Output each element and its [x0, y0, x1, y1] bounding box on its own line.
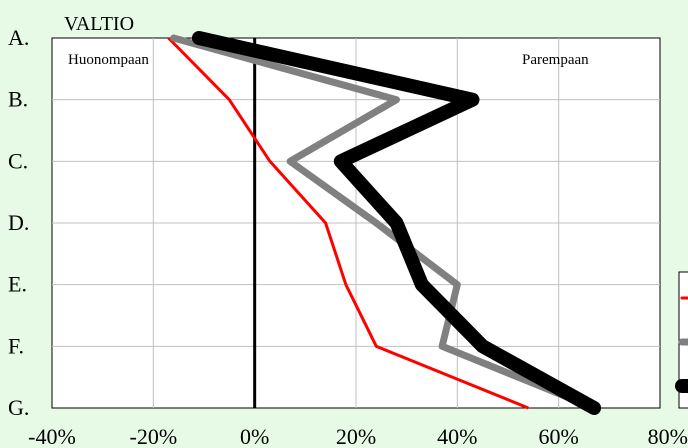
annotation-right: Parempaan [522, 52, 589, 68]
category-label: F. [8, 333, 24, 358]
x-tick-label: 80% [648, 424, 688, 448]
category-label: B. [8, 87, 28, 112]
x-tick-label: 0% [240, 424, 269, 448]
series-layer [167, 31, 602, 415]
category-label: E. [8, 272, 27, 297]
category-label: D. [8, 210, 29, 235]
category-labels: A. B. C. D. E. F. G. [8, 25, 29, 420]
legend [675, 271, 688, 409]
x-tick-label: -40% [28, 424, 76, 448]
x-tick-label: 20% [336, 424, 376, 448]
x-tick-label: 40% [437, 424, 477, 448]
category-label: A. [8, 25, 29, 50]
x-tick-labels: -40% -20% 0% 20% 40% 60% 80% [28, 424, 688, 448]
x-tick-label: 60% [539, 424, 579, 448]
y-gridlines [52, 99, 660, 347]
x-tick-label: -20% [130, 424, 178, 448]
chart-title: VALTIO [64, 13, 134, 35]
series-line-1 [167, 36, 529, 410]
category-label: G. [8, 395, 29, 420]
legend-entries [675, 296, 688, 393]
annotation-left: Huonompaan [68, 52, 149, 68]
series-line-3 [191, 31, 602, 415]
series-line-2 [170, 34, 598, 412]
category-label: C. [8, 148, 28, 173]
